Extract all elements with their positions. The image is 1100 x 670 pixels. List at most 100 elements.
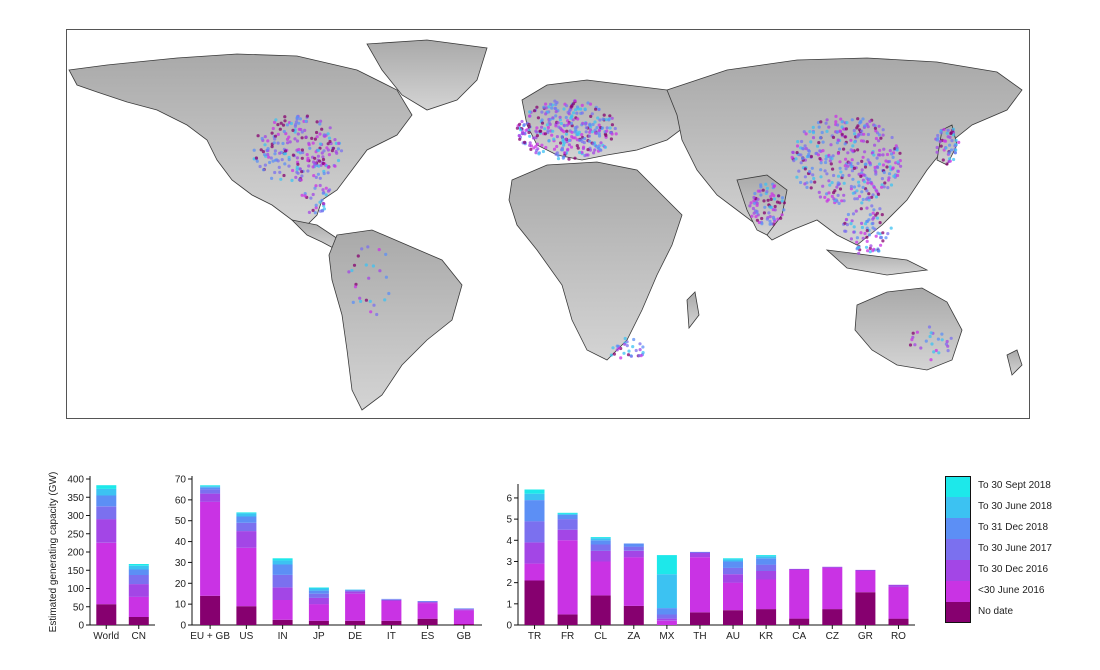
bar-segment-in-6 [272,558,293,561]
plant-marker [760,216,764,221]
plant-marker [300,156,304,160]
plant-marker [535,105,539,109]
bar-segment-gb-0 [453,624,474,625]
plant-marker [881,231,885,235]
plant-marker [849,138,853,142]
plant-marker [762,211,767,215]
plant-marker [832,173,836,178]
bar-segment-jp-0 [308,620,329,625]
plant-marker [614,132,618,136]
plant-marker [887,178,891,182]
plant-marker [289,121,293,126]
bar-segment-us-3 [236,522,257,532]
plant-marker [844,217,849,222]
plant-marker [544,112,548,116]
plant-marker [867,192,871,196]
bar-segment-eu-gb-6 [200,485,221,487]
chart-eu-us-in: 0 10 20 30 40 50 60 70 EU + GB US IN JP DE IT ES GB [175,475,482,642]
plant-marker [538,129,542,133]
plant-marker [295,156,299,160]
plant-marker [307,210,311,214]
plant-marker [326,171,330,175]
plant-marker [835,141,840,145]
plant-marker [867,196,871,200]
plant-marker [860,225,865,230]
plant-marker [811,136,816,140]
plant-marker [821,184,825,188]
plant-marker [543,132,547,136]
plant-marker [957,140,961,144]
plant-marker [875,216,880,220]
plant-marker [830,181,834,185]
plant-marker [558,115,562,119]
plant-marker [795,144,800,148]
plant-marker [565,129,569,133]
plant-marker [860,159,864,163]
plant-marker [863,150,867,154]
plant-marker [542,105,546,109]
plant-marker [860,190,864,194]
plant-marker [856,148,860,152]
plant-marker [568,107,572,111]
bar-segment-us-1 [236,547,257,607]
plant-marker [853,197,857,201]
plant-marker [886,232,890,236]
plant-marker [849,237,854,241]
plant-marker [314,206,318,210]
plant-marker [792,159,796,163]
plant-marker [273,137,277,141]
legend-label: No date [978,606,1014,617]
plant-marker [764,182,768,186]
plant-marker [326,148,330,152]
plant-marker [752,195,756,200]
plant-marker [880,177,885,181]
plant-marker [519,128,523,132]
plant-marker [529,144,534,148]
plant-marker [889,183,894,187]
plant-marker [852,230,856,234]
y-tick-label: 30 [175,558,187,569]
plant-marker [541,149,545,154]
plant-marker [321,188,325,192]
plant-marker [940,332,944,336]
bar-segment-world-6 [96,485,117,489]
plant-marker [520,119,524,124]
plant-marker [333,138,337,142]
plant-marker [550,106,554,110]
plant-marker [806,148,811,152]
plant-marker [590,112,594,116]
plant-marker [551,129,555,133]
plant-marker [817,190,821,194]
plant-marker [861,236,865,240]
plant-marker [300,193,304,197]
plant-marker [597,123,601,127]
plant-marker [751,206,756,211]
bar-segment-mx-6 [656,555,677,575]
bar-segment-fr-5 [557,513,578,515]
plant-marker [864,197,869,201]
bar-segment-cl-4 [590,540,611,545]
plant-marker [859,207,863,211]
plant-marker [825,129,829,133]
bar-segment-de-4 [345,590,366,591]
plant-marker [780,199,784,203]
plant-marker [948,143,952,147]
plant-marker [280,158,284,162]
plant-marker [283,162,287,166]
bar-segment-mx-1 [656,620,677,625]
plant-marker [304,119,308,123]
bar-segment-za-2 [623,550,644,558]
bar-segment-za-4 [623,543,644,547]
plant-marker [350,268,354,273]
category-label: US [239,631,253,642]
plant-marker [757,220,761,225]
plant-marker [313,161,317,165]
plant-marker [890,152,894,156]
bar-segment-fr-4 [557,514,578,520]
plant-marker [352,263,357,267]
plant-marker [314,175,318,179]
plant-marker [761,188,765,192]
plant-marker [849,222,853,226]
plant-marker [570,130,574,134]
plant-marker [569,145,574,149]
